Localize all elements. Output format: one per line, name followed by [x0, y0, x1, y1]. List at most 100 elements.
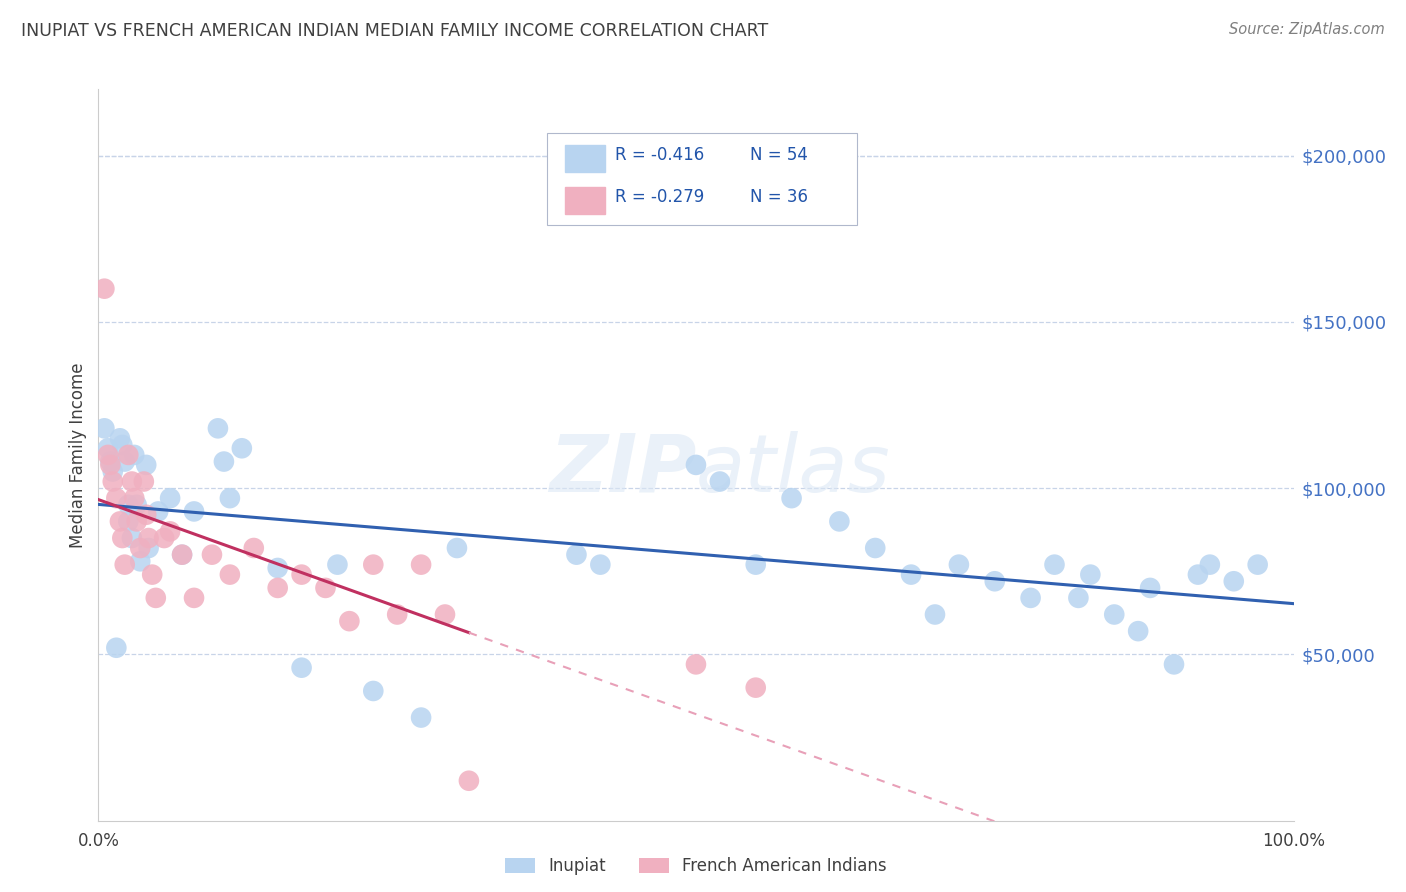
- Point: [1198, 558, 1220, 572]
- Point: [1222, 574, 1246, 589]
- Point: [135, 458, 157, 472]
- Point: [863, 541, 887, 555]
- Point: [745, 681, 768, 695]
- Point: [159, 491, 181, 505]
- Point: [148, 504, 170, 518]
- FancyBboxPatch shape: [565, 186, 605, 214]
- Point: [114, 454, 136, 468]
- Point: [98, 458, 122, 472]
- Point: [111, 438, 134, 452]
- Point: [709, 475, 731, 489]
- Text: N = 36: N = 36: [749, 188, 808, 206]
- Point: [207, 421, 229, 435]
- Text: Source: ZipAtlas.com: Source: ZipAtlas.com: [1229, 22, 1385, 37]
- Point: [135, 508, 157, 522]
- Point: [411, 558, 433, 572]
- Point: [267, 561, 290, 575]
- Point: [1187, 567, 1209, 582]
- Point: [183, 591, 205, 605]
- Point: [685, 657, 707, 672]
- Text: INUPIAT VS FRENCH AMERICAN INDIAN MEDIAN FAMILY INCOME CORRELATION CHART: INUPIAT VS FRENCH AMERICAN INDIAN MEDIAN…: [21, 22, 768, 40]
- Point: [145, 591, 167, 605]
- Point: [138, 531, 160, 545]
- Point: [219, 491, 242, 505]
- Point: [1163, 657, 1185, 672]
- Point: [1139, 581, 1161, 595]
- Point: [117, 448, 139, 462]
- FancyBboxPatch shape: [565, 145, 605, 172]
- Text: atlas: atlas: [696, 431, 891, 508]
- Point: [138, 541, 160, 555]
- Point: [129, 541, 152, 555]
- Point: [124, 448, 146, 462]
- Point: [98, 454, 122, 468]
- Point: [124, 491, 146, 505]
- Point: [924, 607, 946, 622]
- Point: [105, 491, 128, 505]
- Point: [125, 498, 148, 512]
- Point: [153, 531, 176, 545]
- Point: [291, 567, 314, 582]
- Point: [433, 607, 456, 622]
- Point: [172, 548, 194, 562]
- Text: ZIP: ZIP: [548, 431, 696, 508]
- Point: [685, 458, 707, 472]
- Point: [183, 504, 205, 518]
- Point: [219, 567, 242, 582]
- Point: [1246, 558, 1268, 572]
- Point: [108, 431, 131, 445]
- Point: [326, 558, 349, 572]
- Point: [121, 531, 143, 545]
- Point: [231, 442, 253, 456]
- Point: [212, 454, 235, 468]
- Point: [1043, 558, 1066, 572]
- Point: [1128, 624, 1150, 639]
- Point: [267, 581, 290, 595]
- Point: [125, 515, 148, 529]
- Point: [129, 554, 152, 568]
- Point: [458, 773, 481, 788]
- Point: [121, 475, 143, 489]
- Point: [243, 541, 266, 555]
- Text: N = 54: N = 54: [749, 146, 807, 164]
- Point: [446, 541, 468, 555]
- Point: [101, 465, 124, 479]
- Point: [97, 442, 120, 456]
- Point: [780, 491, 803, 505]
- Point: [1019, 591, 1042, 605]
- Point: [984, 574, 1007, 589]
- Point: [1102, 607, 1125, 622]
- Point: [411, 710, 433, 724]
- Point: [745, 558, 768, 572]
- Point: [93, 421, 115, 435]
- Point: [117, 498, 139, 512]
- Point: [385, 607, 409, 622]
- Point: [117, 515, 139, 529]
- Point: [159, 524, 181, 539]
- Point: [108, 515, 131, 529]
- Point: [1080, 567, 1102, 582]
- Text: R = -0.416: R = -0.416: [614, 146, 704, 164]
- Y-axis label: Median Family Income: Median Family Income: [69, 362, 87, 548]
- FancyBboxPatch shape: [547, 133, 858, 225]
- Point: [93, 282, 115, 296]
- Point: [900, 567, 922, 582]
- Point: [565, 548, 588, 562]
- Point: [132, 475, 155, 489]
- Point: [141, 567, 163, 582]
- Point: [101, 475, 124, 489]
- Point: [97, 448, 120, 462]
- Point: [315, 581, 337, 595]
- Point: [201, 548, 224, 562]
- Point: [828, 515, 851, 529]
- Point: [363, 684, 385, 698]
- Point: [291, 661, 314, 675]
- Point: [948, 558, 970, 572]
- Point: [111, 531, 134, 545]
- Point: [589, 558, 612, 572]
- Legend: Inupiat, French American Indians: Inupiat, French American Indians: [498, 850, 894, 882]
- Point: [105, 640, 128, 655]
- Text: R = -0.279: R = -0.279: [614, 188, 704, 206]
- Point: [1067, 591, 1090, 605]
- Point: [172, 548, 194, 562]
